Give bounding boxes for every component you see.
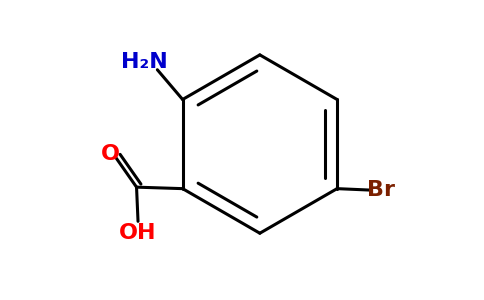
Text: H₂N: H₂N	[121, 52, 167, 72]
Text: O: O	[101, 145, 120, 164]
Text: OH: OH	[119, 223, 157, 243]
Text: Br: Br	[367, 180, 395, 200]
